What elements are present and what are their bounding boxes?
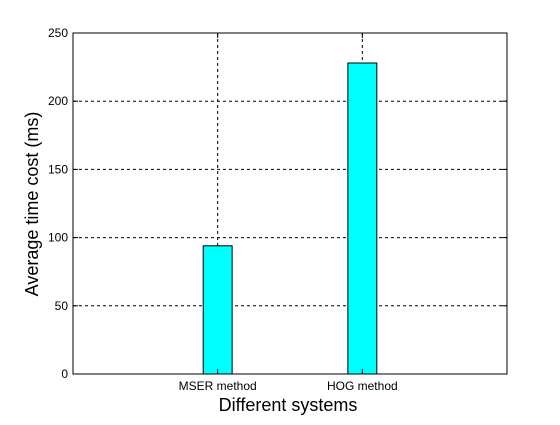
y-tick-label: 100 — [48, 231, 68, 245]
grid-lines — [73, 33, 507, 374]
y-tick-label: 150 — [48, 162, 68, 176]
x-tick-label: MSER method — [179, 379, 257, 393]
x-axis-label: Different systems — [219, 395, 358, 415]
y-tick-label: 250 — [48, 26, 68, 40]
y-tick-label: 200 — [48, 94, 68, 108]
y-tick-label: 0 — [61, 367, 68, 381]
bar — [203, 246, 232, 374]
bar — [348, 63, 377, 374]
y-axis-label: Average time cost (ms) — [22, 112, 42, 297]
plot-area-frame — [73, 33, 507, 374]
axis-ticks: 0 50 100 150 200 250 MSER method HOG method — [48, 26, 507, 393]
x-tick-label: HOG method — [327, 379, 398, 393]
y-tick-label: 50 — [55, 299, 69, 313]
bars — [203, 63, 377, 374]
